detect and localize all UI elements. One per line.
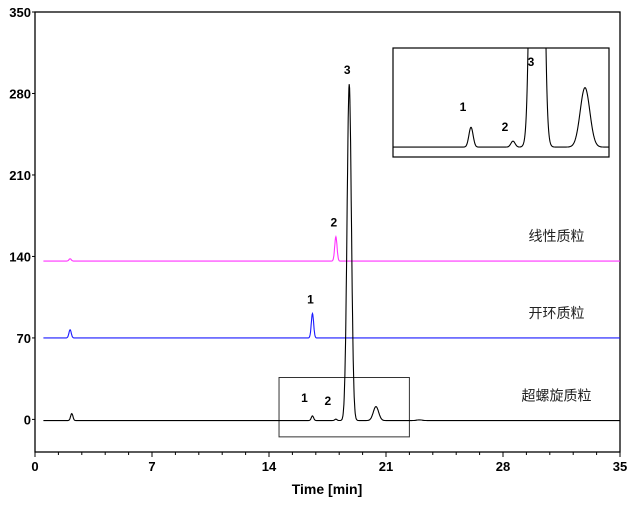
series-label: 线性质粒 <box>528 229 584 245</box>
x-tick-label: 7 <box>148 459 155 474</box>
peak-label: 1 <box>307 292 314 306</box>
inset-peak-label: 2 <box>502 120 509 134</box>
inset-peak-label: 3 <box>528 55 535 69</box>
y-tick-label: 140 <box>9 249 31 264</box>
y-tick-label: 280 <box>9 86 31 101</box>
x-tick-label: 35 <box>613 459 627 474</box>
peak-label: 3 <box>344 63 351 77</box>
series-label: 超螺旋质粒 <box>521 389 591 405</box>
y-tick-label: 70 <box>17 331 31 346</box>
zoom-region-box <box>278 377 410 438</box>
peak-label: 2 <box>325 394 332 408</box>
trace-line <box>43 311 620 339</box>
series-label: 开环质粒 <box>528 306 584 322</box>
y-tick-label: 210 <box>9 168 31 183</box>
x-axis-label: Time [min] <box>292 481 363 497</box>
plot-frame <box>34 11 621 453</box>
y-tick-label: 350 <box>9 5 31 20</box>
inset-frame <box>392 47 610 158</box>
x-tick-label: 14 <box>262 459 277 474</box>
x-tick-label: 0 <box>31 459 38 474</box>
trace-line <box>43 235 620 262</box>
traces <box>43 47 620 422</box>
inset-peak-label: 1 <box>460 100 467 114</box>
peak-label: 2 <box>331 216 338 230</box>
inset-trace-line <box>393 48 609 148</box>
peak-label: 1 <box>301 391 308 405</box>
x-tick-label: 21 <box>379 459 393 474</box>
labels: 线性质粒 2 开环质粒 1 超螺旋质粒 1 2 3 1 2 3 <box>301 55 591 408</box>
x-tick-label: 28 <box>496 459 510 474</box>
y-tick-label: 0 <box>24 412 31 427</box>
trace-line <box>43 84 620 422</box>
